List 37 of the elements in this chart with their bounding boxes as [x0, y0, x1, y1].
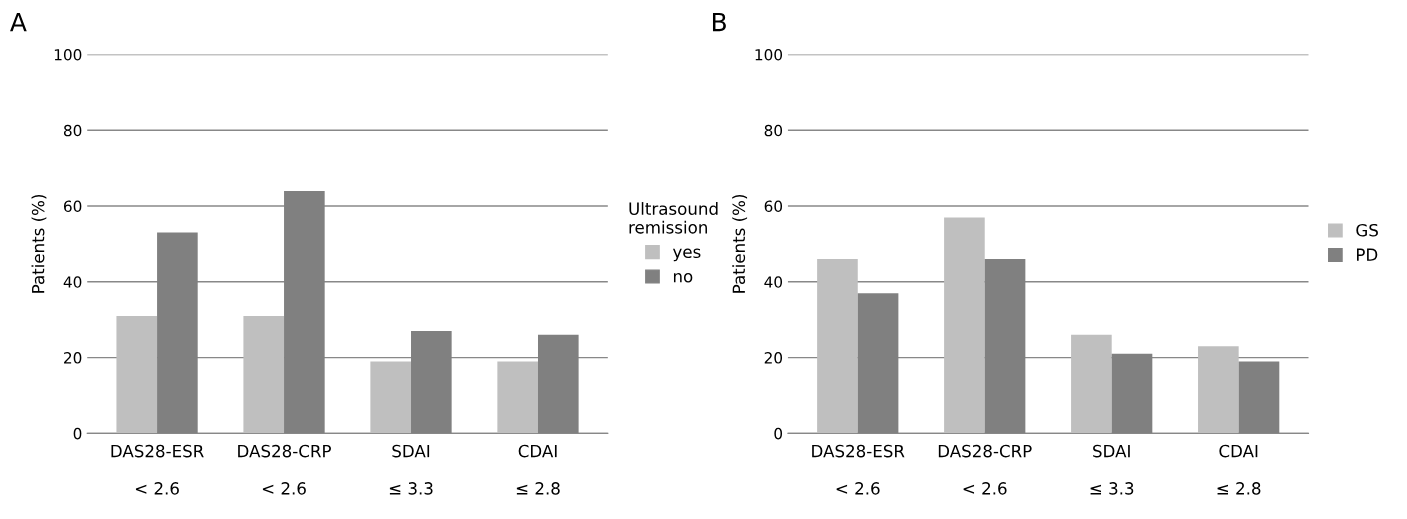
bar: [1071, 334, 1112, 434]
legend-title: Ultrasound remission: [629, 202, 718, 234]
y-tick-label: 80: [764, 124, 783, 137]
chart-title: A: [10, 12, 27, 32]
bar: [370, 361, 412, 434]
category-label: SDAI ≤ 3.3: [1090, 444, 1134, 495]
y-tick-label: 60: [764, 200, 783, 213]
y-tick-label: 40: [764, 276, 783, 288]
legend-label: no: [673, 272, 693, 283]
y-tick-label: 0: [774, 427, 783, 440]
y-tick-label: 40: [63, 276, 82, 288]
y-tick-label: 100: [755, 48, 783, 61]
category-label: DAS28-ESR < 2.6: [812, 444, 905, 495]
legend-label: yes: [672, 248, 701, 262]
bar: [497, 361, 538, 434]
category-label: SDAI ≤ 3.3: [389, 444, 433, 495]
category-label: DAS28-CRP < 2.6: [938, 444, 1032, 495]
bar: [944, 217, 985, 434]
bar: [116, 315, 158, 434]
legend-label: GS: [1356, 223, 1378, 237]
chart-title: B: [712, 12, 726, 32]
category-label: CDAI ≤ 2.8: [516, 444, 560, 495]
bar: [243, 315, 285, 434]
category-label: DAS28-CRP < 2.6: [238, 444, 331, 495]
y-tick-label: 100: [54, 48, 82, 61]
y-tick-label: 0: [73, 427, 82, 440]
y-tick-label: 80: [63, 124, 82, 137]
legend-label: PD: [1357, 248, 1378, 261]
category-label: CDAI ≤ 2.8: [1217, 444, 1261, 495]
y-axis-title: Patients (%): [732, 194, 748, 293]
y-tick-label: 20: [764, 352, 783, 364]
category-label: DAS28-ESR < 2.6: [111, 444, 204, 495]
bar: [1198, 346, 1239, 434]
y-tick-label: 60: [64, 200, 82, 213]
y-axis-title: Patients (%): [31, 194, 47, 293]
y-tick-label: 20: [64, 352, 82, 364]
bar: [817, 259, 858, 434]
